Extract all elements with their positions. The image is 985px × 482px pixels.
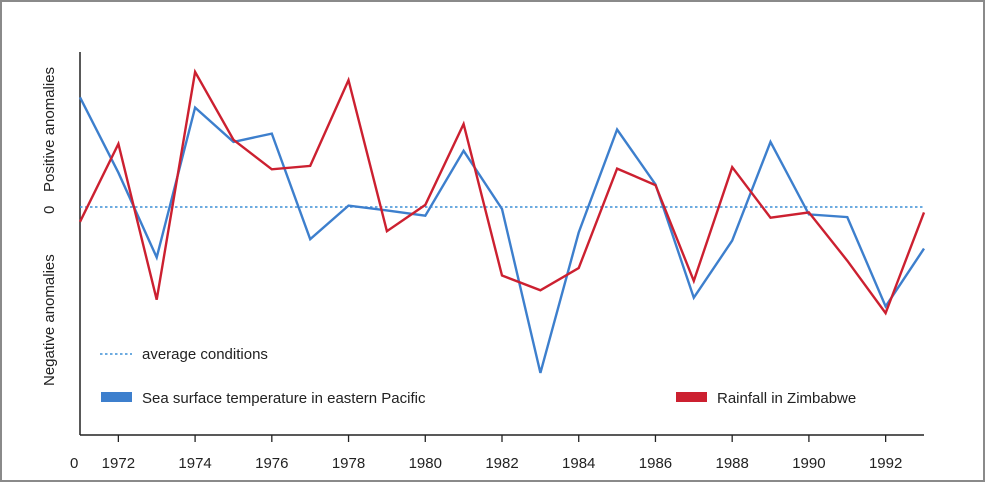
y-label-zero: 0 [41,206,58,214]
legend-label-rainfall: Rainfall in Zimbabwe [717,390,856,407]
x-tick-label-1990: 1990 [792,455,825,472]
x-tick-label-1986: 1986 [639,455,672,472]
axes [79,52,924,436]
legend-swatch-rainfall [676,392,707,402]
y-labels: Positive anomalies 0 Negative anomalies [41,67,58,386]
y-label-negative: Negative anomalies [41,254,58,386]
x-origin-label: 0 [70,455,78,472]
y-label-positive: Positive anomalies [41,67,58,192]
series-rainfall-line [78,68,926,316]
x-tick-label-1976: 1976 [255,455,288,472]
x-tick-label-1984: 1984 [562,455,595,472]
series-lines [78,68,926,374]
x-tick-label-1978: 1978 [332,455,365,472]
x-tick-label-1988: 1988 [715,455,748,472]
x-tick-label-1972: 1972 [102,455,135,472]
legend-baseline-label: average conditions [142,346,268,363]
x-tick-labels: 0 1972 1974 1976 1978 1980 1982 1984 1986 1988 19… [70,455,902,472]
x-tick-label-1982: 1982 [485,455,518,472]
legend: average conditions Sea surface temperatu… [100,346,856,407]
legend-swatch-sst [101,392,132,402]
x-tick-label-1980: 1980 [409,455,442,472]
x-ticks [117,435,887,442]
x-tick-label-1992: 1992 [869,455,902,472]
legend-label-sst: Sea surface temperature in eastern Pacif… [142,390,426,407]
series-sst-line [78,96,925,374]
x-tick-label-1974: 1974 [178,455,211,472]
